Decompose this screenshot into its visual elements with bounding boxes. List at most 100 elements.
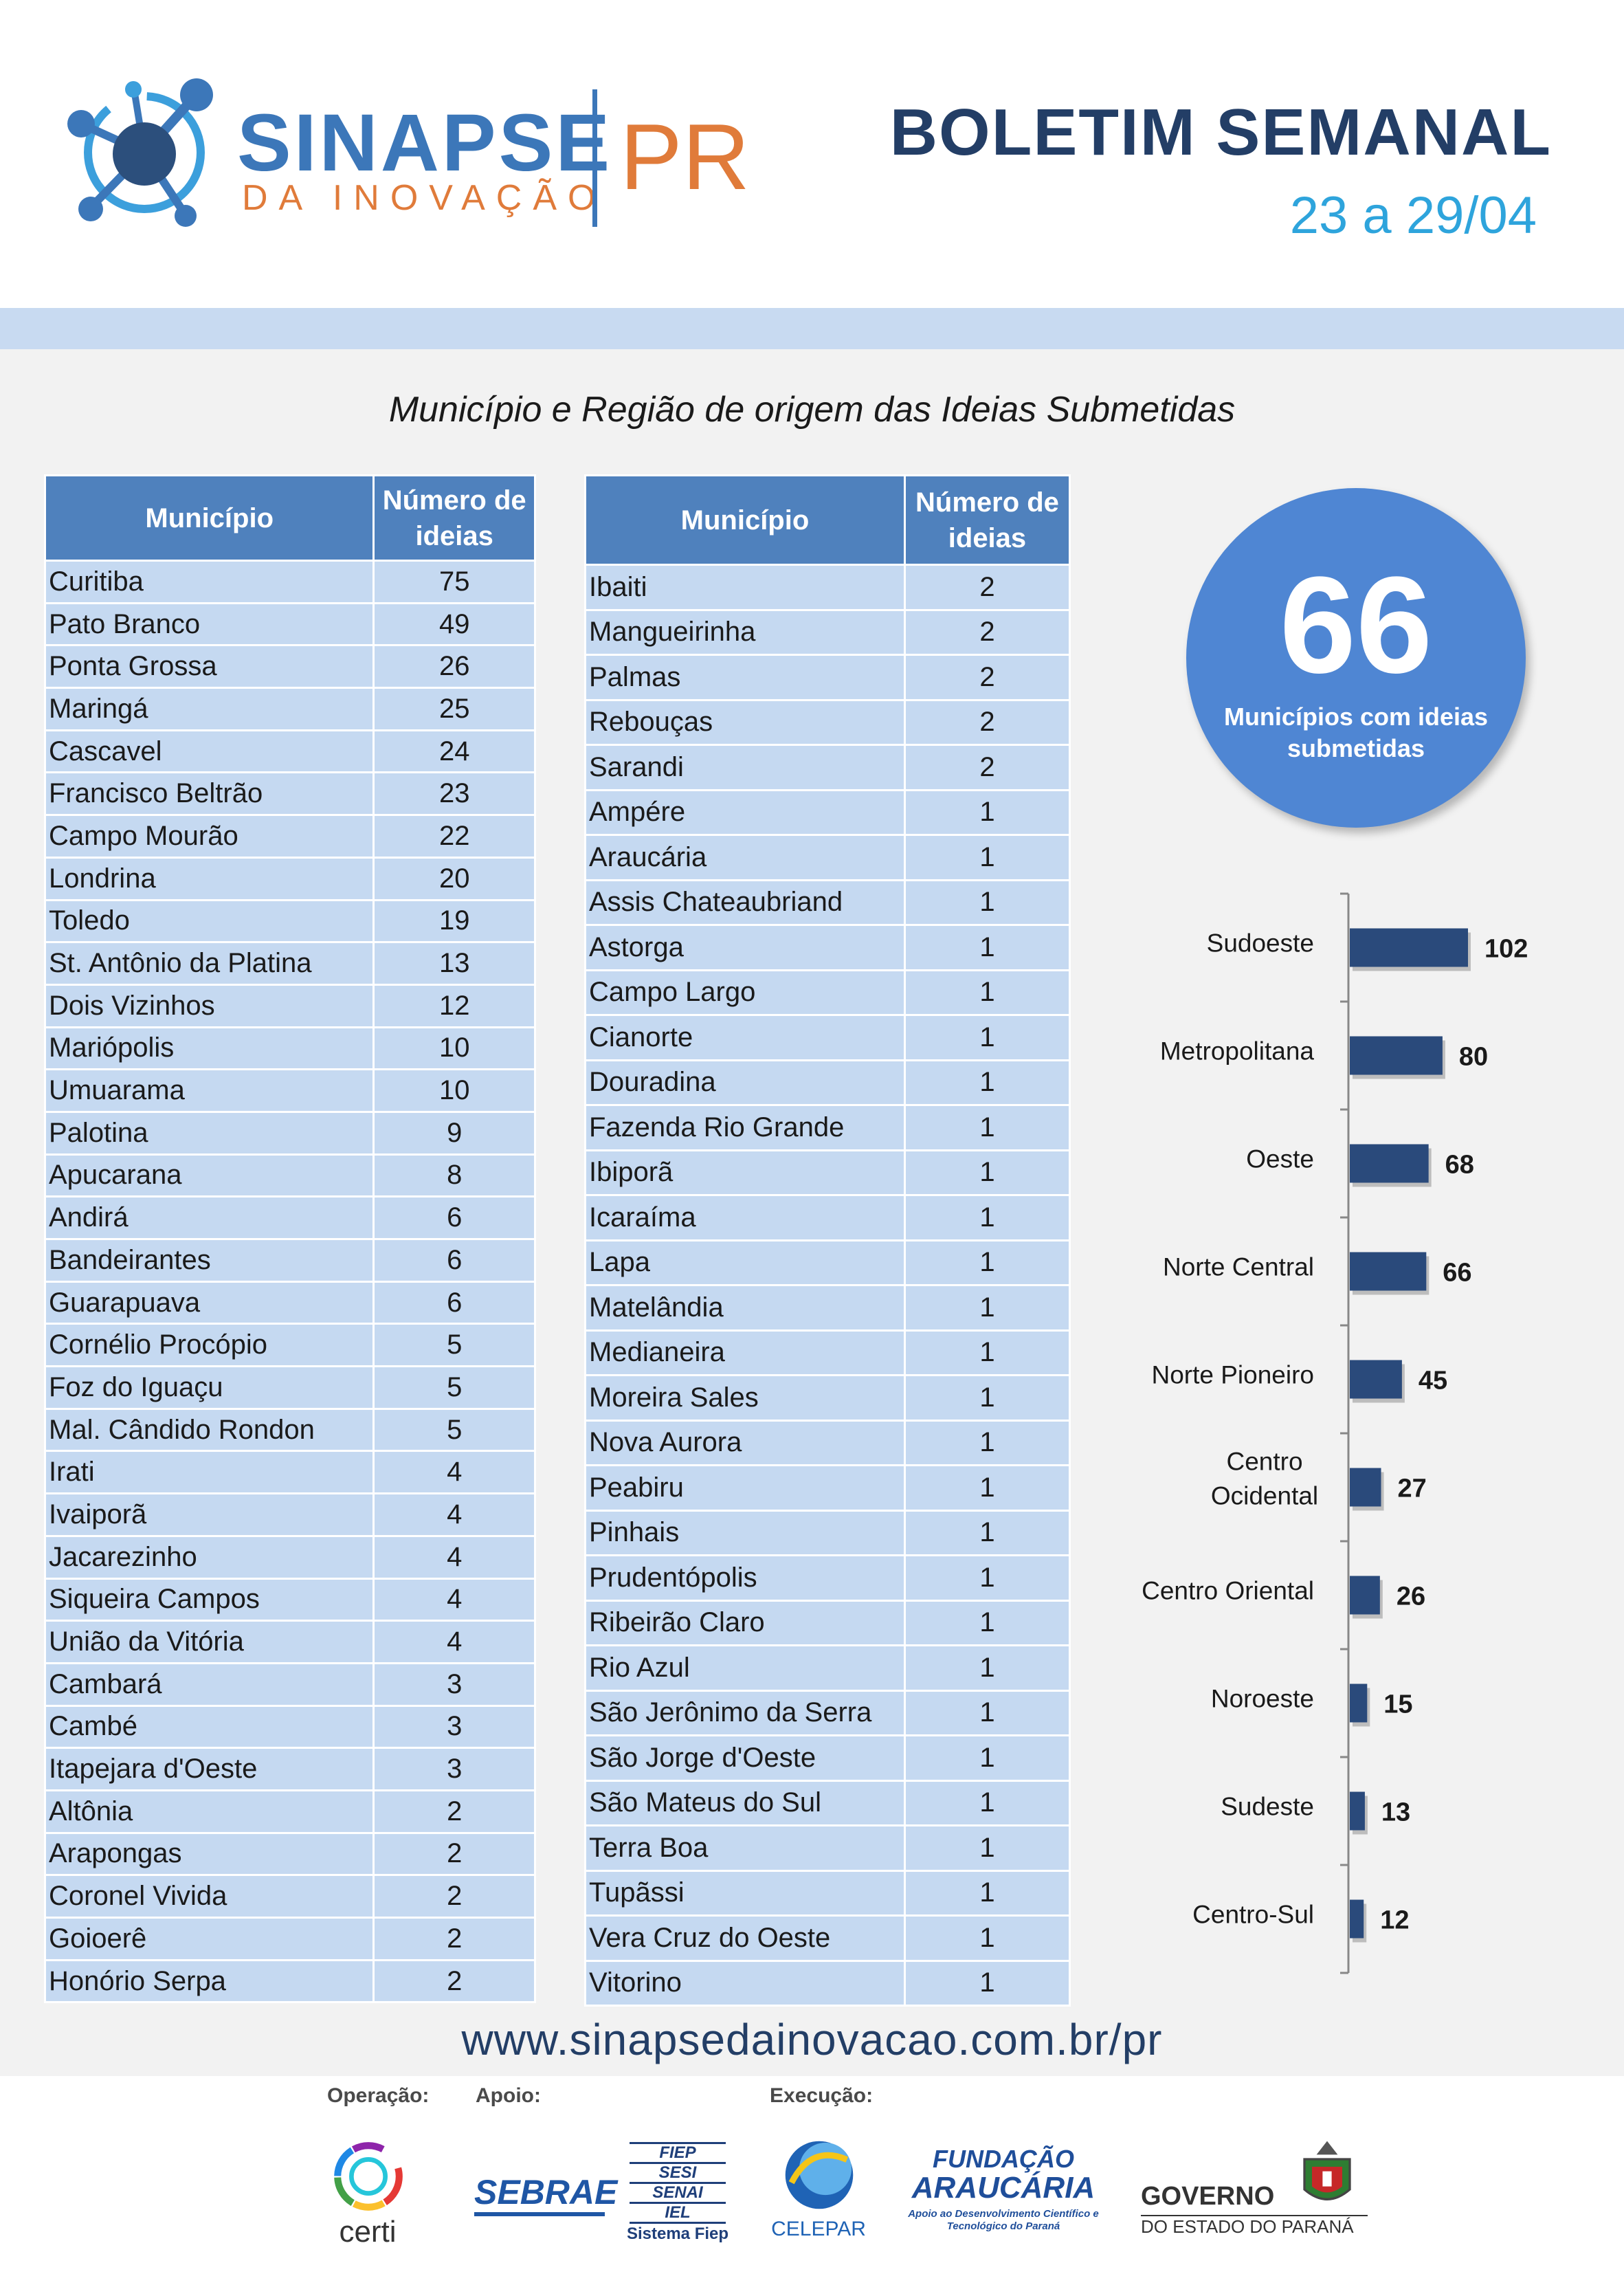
municipality-name: Siqueira Campos — [43, 1577, 375, 1622]
column-header-numero-ideias: Número de ideias — [372, 474, 536, 562]
table-row: Terra Boa 1 — [584, 1824, 1071, 1872]
table-row: Bandeirantes 6 — [43, 1238, 536, 1283]
idea-count: 1 — [903, 1869, 1071, 1917]
data-label: 13 — [1381, 1798, 1410, 1827]
idea-count: 1 — [903, 788, 1071, 836]
idea-count: 2 — [372, 1874, 536, 1919]
sinapse-logo-icon — [67, 78, 213, 227]
table-row: Cambé 3 — [43, 1704, 536, 1749]
idea-count: 2 — [372, 1958, 536, 2004]
table-row: Medianeira 1 — [584, 1329, 1071, 1376]
category-label: Sudoeste — [1207, 929, 1314, 958]
municipality-name: Araucária — [584, 834, 906, 881]
idea-count: 1 — [903, 1014, 1071, 1061]
table-row: Icaraíma 1 — [584, 1194, 1071, 1241]
category-label: Norte Pioneiro — [1151, 1361, 1314, 1389]
idea-count: 2 — [903, 654, 1071, 701]
municipality-table-1: Município Número de ideias Curitiba 75 Pat… — [43, 474, 536, 2004]
table-row: Cascavel 24 — [43, 729, 536, 774]
idea-count: 75 — [372, 560, 536, 604]
category-label-line: Centro-Sul — [1192, 1901, 1314, 1929]
municipality-name: Lapa — [584, 1239, 906, 1286]
idea-count: 1 — [903, 1779, 1071, 1826]
bar — [1350, 1576, 1380, 1615]
table-row: Matelândia 1 — [584, 1284, 1071, 1332]
municipality-name: Moreira Sales — [584, 1374, 906, 1422]
municipality-name: Francisco Beltrão — [43, 771, 375, 817]
data-label: 27 — [1398, 1475, 1427, 1503]
idea-count: 4 — [372, 1534, 536, 1580]
municipality-name: Campo Mourão — [43, 814, 375, 859]
municipality-name: Icaraíma — [584, 1194, 906, 1241]
fiep-logo: FIEP SESI SENAI IEL — [630, 2142, 726, 2224]
table-row: Coronel Vivida 2 — [43, 1874, 536, 1919]
celepar-text: CELEPAR — [771, 2218, 866, 2240]
municipality-name: Curitiba — [43, 560, 375, 604]
sistema-fiep-text: Sistema Fiep — [626, 2225, 729, 2243]
municipality-name: Apucarana — [43, 1153, 375, 1198]
table-row: Rebouças 2 — [584, 698, 1071, 746]
table-row: Altônia 2 — [43, 1789, 536, 1834]
municipality-name: Fazenda Rio Grande — [584, 1104, 906, 1151]
municipality-name: Terra Boa — [584, 1824, 906, 1872]
website-url[interactable]: www.sinapsedainovacao.com.br/pr — [461, 2015, 1163, 2064]
iel-line: IEL — [630, 2202, 726, 2224]
table-row: Astorga 1 — [584, 924, 1071, 971]
municipality-name: Maringá — [43, 687, 375, 731]
municipality-name: Arapongas — [43, 1831, 375, 1877]
idea-count: 1 — [903, 1734, 1071, 1782]
municipality-name: Ibaiti — [584, 564, 906, 611]
sebrae-logo: SEBRAE — [474, 2172, 617, 2216]
municipality-name: Tupãssi — [584, 1869, 906, 1917]
idea-count: 8 — [372, 1153, 536, 1198]
table-row: Ribeirão Claro 1 — [584, 1599, 1071, 1646]
idea-count: 1 — [903, 1194, 1071, 1241]
municipality-name: Bandeirantes — [43, 1238, 375, 1283]
municipality-name: São Jorge d'Oeste — [584, 1734, 906, 1782]
idea-count: 2 — [903, 564, 1071, 611]
municipality-name: União da Vitória — [43, 1620, 375, 1664]
municipality-name: Ivaiporã — [43, 1492, 375, 1537]
idea-count: 5 — [372, 1365, 536, 1410]
idea-count: 1 — [903, 969, 1071, 1016]
municipality-name: Altônia — [43, 1789, 375, 1834]
data-label: 68 — [1445, 1151, 1474, 1180]
category-label: Sudeste — [1221, 1793, 1314, 1821]
municipality-name: Astorga — [584, 924, 906, 971]
logo-text-pr: PR — [620, 104, 750, 209]
category-label-line: Oeste — [1246, 1145, 1314, 1173]
table-row: Ibiporã 1 — [584, 1149, 1071, 1196]
municipality-name: Dois Vizinhos — [43, 983, 375, 1028]
table-row: União da Vitória 4 — [43, 1620, 536, 1664]
category-label-line: Metropolitana — [1160, 1037, 1315, 1066]
table-row: Vera Cruz do Oeste 1 — [584, 1914, 1071, 1962]
municipality-name: Nova Aurora — [584, 1419, 906, 1466]
label-operacao: Operação: — [327, 2084, 430, 2107]
idea-count: 24 — [372, 729, 536, 774]
table-row: Arapongas 2 — [43, 1831, 536, 1877]
table-row: São Mateus do Sul 1 — [584, 1779, 1071, 1826]
table-row: Cambará 3 — [43, 1662, 536, 1707]
idea-count: 4 — [372, 1620, 536, 1664]
idea-count: 12 — [372, 983, 536, 1028]
municipality-name: Mal. Cândido Rondon — [43, 1407, 375, 1453]
idea-count: 26 — [372, 644, 536, 689]
municipality-name: Vitorino — [584, 1959, 906, 2007]
idea-count: 23 — [372, 771, 536, 817]
table-row: Douradina 1 — [584, 1059, 1071, 1106]
table-row: Andirá 6 — [43, 1195, 536, 1240]
category-label-line: Ocidental — [1211, 1482, 1318, 1510]
category-label: Metropolitana — [1160, 1037, 1315, 1066]
table-row: Goioerê 2 — [43, 1917, 536, 1961]
idea-count: 1 — [903, 1689, 1071, 1736]
bar — [1350, 1360, 1402, 1399]
data-label: 102 — [1484, 935, 1528, 964]
governo-subtext: DO ESTADO DO PARANÁ — [1141, 2215, 1368, 2238]
category-label-line: Centro Oriental — [1142, 1577, 1314, 1605]
bar — [1350, 1036, 1443, 1075]
municipality-count: 66 — [1279, 549, 1433, 702]
idea-count: 1 — [903, 1959, 1071, 2007]
idea-count: 1 — [903, 1284, 1071, 1332]
idea-count: 6 — [372, 1195, 536, 1240]
table-row: Pato Branco 49 — [43, 601, 536, 647]
